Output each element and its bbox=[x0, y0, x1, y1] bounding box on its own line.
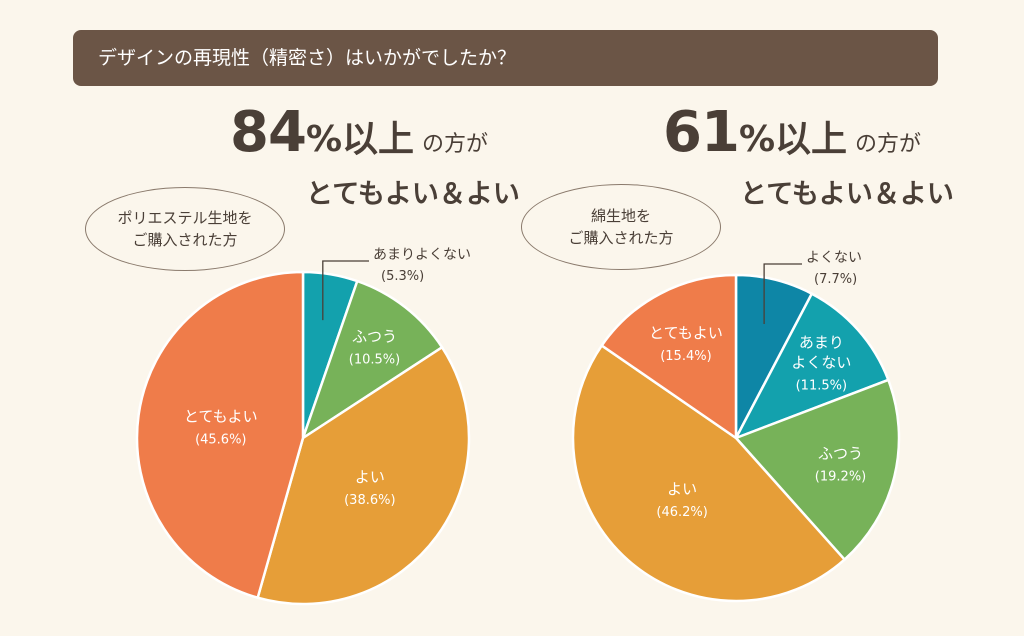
right-oval-line2: ご購入された方 bbox=[568, 229, 674, 247]
pie2-slice-3 bbox=[733, 378, 901, 562]
pie1-slice-4-label: とてもよい bbox=[184, 408, 258, 426]
pie1-slice-2-value: (10.5%) bbox=[349, 352, 400, 367]
left-headline: 84%以上 の方が bbox=[230, 100, 488, 165]
pie2-slice-3-label: ふつう bbox=[818, 444, 863, 462]
pie2-slice-2 bbox=[733, 292, 890, 441]
pie1-slice-3-label: よい bbox=[355, 468, 385, 486]
pie1-leader-line-1 bbox=[322, 260, 369, 321]
pie2-slice-1-value: (7.7%) bbox=[814, 272, 857, 287]
pie1-slice-2 bbox=[300, 279, 444, 442]
left-audience-oval: ポリエステル生地を ご購入された方 bbox=[85, 187, 285, 271]
right-audience-oval: 綿生地を ご購入された方 bbox=[521, 184, 721, 270]
pie2-slice-4-value: (46.2%) bbox=[656, 505, 707, 520]
pie2-slice-1-label: よくない bbox=[806, 250, 862, 266]
question-banner: デザインの再現性（精密さ）はいかがでしたか？ bbox=[73, 30, 938, 86]
left-oval-line1: ポリエステル生地を bbox=[117, 209, 253, 227]
pie2-slice-2-value: (11.5%) bbox=[796, 378, 847, 393]
pie1-slice-2-label: ふつう bbox=[352, 327, 397, 345]
pie1-slice-4 bbox=[135, 270, 305, 600]
pie1-slice-3-value: (38.6%) bbox=[344, 493, 395, 508]
right-oval-line1: 綿生地を bbox=[590, 207, 651, 225]
right-headline-suffix: の方が bbox=[855, 132, 922, 157]
pie2-slice-4-label: よい bbox=[667, 480, 697, 498]
pie2-slice-2-label: よくない bbox=[791, 353, 851, 371]
pie2-slice-3-value: (19.2%) bbox=[815, 469, 866, 484]
left-subline: とてもよい＆よい bbox=[306, 179, 520, 210]
left-headline-suffix: の方が bbox=[422, 132, 489, 157]
left-headline-number: 84 bbox=[230, 100, 307, 165]
pie1-slice-1-value: (5.3%) bbox=[381, 269, 424, 284]
pie2-slice-5 bbox=[600, 273, 738, 441]
left-headline-pct: %以上 bbox=[305, 119, 415, 160]
pie2-slice-4 bbox=[571, 343, 847, 603]
right-headline-number: 61 bbox=[663, 100, 740, 165]
right-headline-pct: %以上 bbox=[738, 119, 848, 160]
right-headline: 61%以上 の方が bbox=[663, 100, 921, 165]
left-oval-line2: ご購入された方 bbox=[132, 231, 238, 249]
question-title: デザインの再現性（精密さ）はいかがでしたか？ bbox=[98, 47, 517, 69]
pie2-slice-5-label: とてもよい bbox=[649, 324, 723, 342]
pie1-slice-4-value: (45.6%) bbox=[195, 433, 246, 448]
pie2-leader-line-1 bbox=[763, 263, 802, 325]
pie1-slice-1-label: あまりよくない bbox=[373, 247, 471, 263]
right-subline: とてもよい＆よい bbox=[740, 179, 954, 210]
pie1-slice-3 bbox=[256, 345, 471, 606]
pie2-slice-5-value: (15.4%) bbox=[660, 349, 711, 364]
pie2-slice-2-label: あまり bbox=[799, 333, 844, 351]
